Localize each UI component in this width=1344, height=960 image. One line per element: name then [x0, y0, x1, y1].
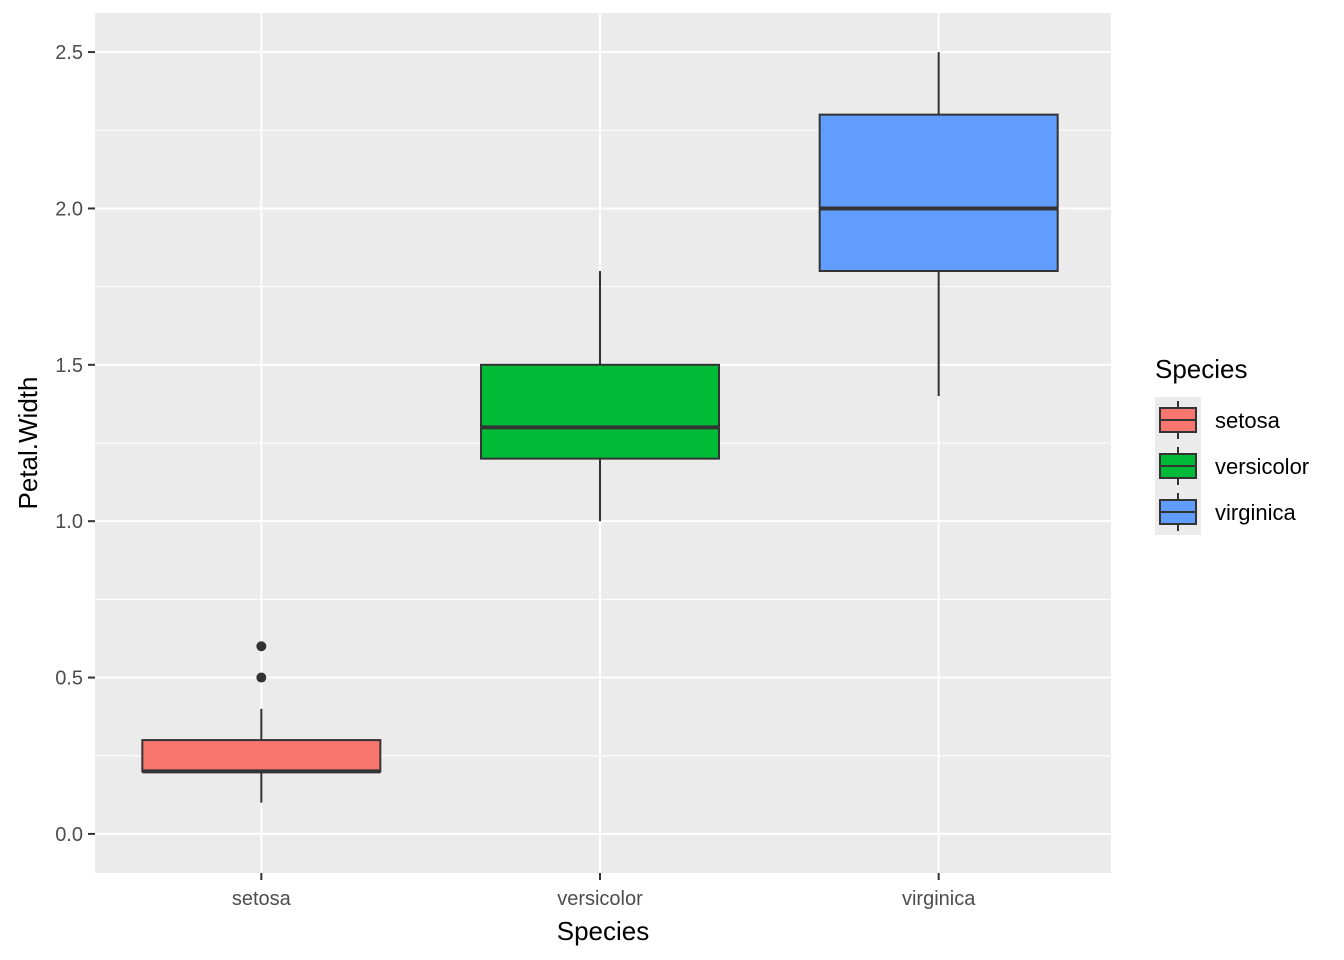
y-tick-label: 1.0: [55, 511, 83, 533]
box-iqr: [141, 739, 382, 773]
x-axis-title: Species: [557, 916, 650, 946]
y-tick-label: 0.5: [55, 668, 83, 690]
y-axis: 0.0 0.5 1.0 1.5 2.0 2.5: [55, 42, 95, 846]
box-virginica: [818, 52, 1059, 397]
box-iqr: [480, 363, 720, 460]
y-tick-label: 2.0: [55, 198, 83, 220]
legend-key-versicolor: versicolor: [1155, 443, 1309, 489]
legend-key-setosa: setosa: [1155, 397, 1281, 443]
x-axis: setosa versicolor virginica: [232, 873, 976, 910]
x-tick-label: setosa: [232, 888, 292, 910]
legend-key-virginica: virginica: [1155, 489, 1296, 535]
legend-label-setosa: setosa: [1215, 408, 1281, 433]
box-setosa: [141, 641, 382, 803]
y-tick-label: 1.5: [55, 355, 83, 377]
legend-label-versicolor: versicolor: [1215, 454, 1309, 479]
legend: Species setosa versicolor virginica: [1155, 354, 1309, 535]
box-iqr: [818, 113, 1059, 272]
y-tick-label: 2.5: [55, 42, 83, 64]
legend-title: Species: [1155, 354, 1248, 384]
x-tick-label: versicolor: [557, 888, 643, 910]
legend-label-virginica: virginica: [1215, 500, 1296, 525]
x-tick-label: virginica: [902, 888, 976, 910]
outlier-point: [256, 641, 267, 652]
box-versicolor: [480, 271, 720, 522]
boxes-layer: [141, 52, 1059, 803]
outlier-point: [256, 672, 267, 683]
y-axis-title: Petal.Width: [13, 377, 43, 510]
legend-keys: setosa versicolor virginica: [1155, 397, 1309, 535]
y-tick-label: 0.0: [55, 824, 83, 846]
